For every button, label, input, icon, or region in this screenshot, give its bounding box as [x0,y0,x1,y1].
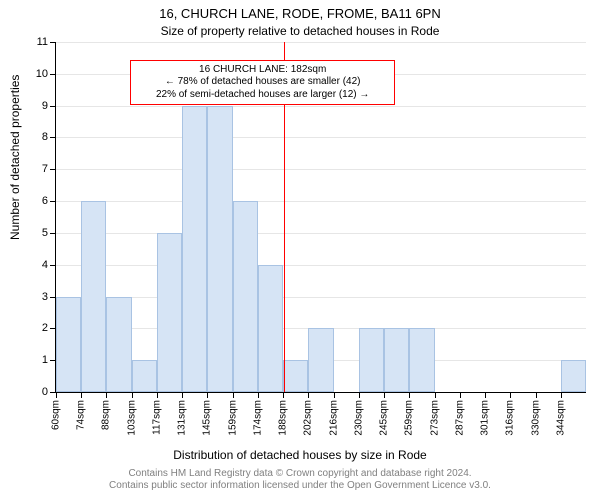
x-tick [334,392,335,398]
footer-line1: Contains HM Land Registry data © Crown c… [0,468,600,480]
x-tick-label: 301sqm [480,400,491,436]
x-tick [435,392,436,398]
bar [359,328,384,392]
y-tick [50,265,56,266]
gridline-h [56,233,586,234]
x-tick [283,392,284,398]
x-tick [384,392,385,398]
y-tick [50,106,56,107]
bar [106,297,131,392]
x-tick-label: 74sqm [76,400,87,430]
y-tick-label: 11 [37,36,48,48]
annotation-line2: ← 78% of detached houses are smaller (42… [137,76,388,89]
x-tick [56,392,57,398]
bar [561,360,586,392]
y-tick-label: 1 [42,354,48,366]
y-tick-label: 7 [42,163,48,175]
bar [308,328,333,392]
x-tick [157,392,158,398]
bar [409,328,434,392]
x-tick [409,392,410,398]
x-tick [207,392,208,398]
x-tick-label: 202sqm [303,400,314,436]
bar [258,265,283,392]
bar [56,297,81,392]
gridline-h [56,201,586,202]
gridline-h [56,137,586,138]
gridline-h [56,297,586,298]
x-tick-label: 88sqm [101,400,112,430]
x-tick [460,392,461,398]
x-tick [106,392,107,398]
x-tick [561,392,562,398]
gridline-h [56,106,586,107]
annotation-box: 16 CHURCH LANE: 182sqm ← 78% of detached… [130,60,395,106]
bar [207,106,232,392]
x-tick-label: 259sqm [404,400,415,436]
y-tick-label: 4 [42,259,48,271]
y-tick [50,74,56,75]
y-tick [50,169,56,170]
x-tick [485,392,486,398]
gridline-h [56,42,586,43]
x-tick-label: 145sqm [202,400,213,436]
x-tick [536,392,537,398]
y-tick-label: 5 [42,227,48,239]
bar [81,201,106,392]
y-tick-label: 8 [42,131,48,143]
x-tick-label: 330sqm [530,400,541,436]
y-tick-label: 3 [42,291,48,303]
x-tick [258,392,259,398]
x-tick-label: 188sqm [278,400,289,436]
x-tick-label: 60sqm [51,400,62,430]
x-tick-label: 230sqm [353,400,364,436]
gridline-h [56,169,586,170]
annotation-line3: 22% of semi-detached houses are larger (… [137,89,388,102]
x-tick-label: 117sqm [151,400,162,435]
annotation-line1: 16 CHURCH LANE: 182sqm [137,64,388,77]
x-tick [308,392,309,398]
x-tick-label: 245sqm [379,400,390,436]
y-tick [50,233,56,234]
bar [157,233,182,392]
gridline-h [56,265,586,266]
x-tick [510,392,511,398]
x-tick-label: 159sqm [227,400,238,436]
x-tick-label: 273sqm [429,400,440,436]
x-tick-label: 131sqm [177,400,188,436]
x-tick-label: 103sqm [126,400,137,436]
x-tick [81,392,82,398]
x-tick-label: 174sqm [252,400,263,436]
chart-title: 16, CHURCH LANE, RODE, FROME, BA11 6PN [0,6,600,21]
x-tick-label: 344sqm [555,400,566,436]
bar [182,106,207,392]
bar [283,360,308,392]
chart-container: 16, CHURCH LANE, RODE, FROME, BA11 6PN S… [0,0,600,500]
y-tick-label: 6 [42,195,48,207]
bar [233,201,258,392]
y-tick [50,42,56,43]
y-axis-label: Number of detached properties [8,75,22,240]
bar [132,360,157,392]
x-axis-label: Distribution of detached houses by size … [0,448,600,462]
y-tick-label: 9 [42,100,48,112]
y-tick-label: 10 [36,68,48,80]
y-tick-label: 2 [42,322,48,334]
y-tick-label: 0 [42,386,48,398]
footer-attribution: Contains HM Land Registry data © Crown c… [0,468,600,492]
x-tick [132,392,133,398]
x-tick-label: 216sqm [328,400,339,436]
plot-area: 0123456789101160sqm74sqm88sqm103sqm117sq… [55,42,586,393]
x-tick-label: 316sqm [505,400,516,436]
x-tick-label: 287sqm [454,400,465,436]
y-tick [50,201,56,202]
chart-subtitle: Size of property relative to detached ho… [0,24,600,38]
x-tick [233,392,234,398]
footer-line2: Contains public sector information licen… [0,480,600,492]
y-tick [50,137,56,138]
bar [384,328,409,392]
x-tick [182,392,183,398]
x-tick [359,392,360,398]
